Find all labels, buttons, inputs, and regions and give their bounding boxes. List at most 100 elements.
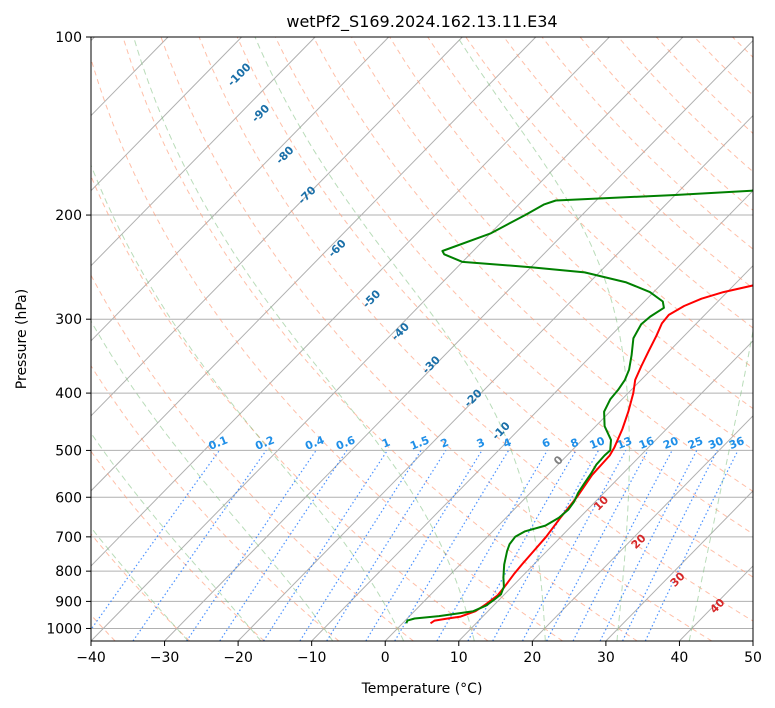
isotherm-line: [752, 640, 753, 641]
x-axis-label: Temperature (°C): [361, 681, 483, 697]
plot-frame: [90, 36, 754, 642]
background-lines: [91, 37, 775, 641]
mixing-ratio-label: 10: [588, 434, 607, 452]
isotherm-line: [679, 565, 753, 641]
dewpoint-profile-line: [405, 189, 753, 624]
adiabat-label: 0: [551, 453, 566, 468]
adiabat-label: -90: [249, 102, 272, 125]
adiabat-label: -20: [462, 386, 485, 409]
y-tick-label: 100: [55, 30, 82, 46]
dry-adiabat-line: [579, 37, 753, 211]
adiabat-label: -50: [360, 287, 383, 310]
adiabat-label: -40: [389, 320, 412, 343]
adiabat-label: 40: [707, 596, 727, 616]
isotherm-line: [91, 37, 316, 267]
adiabat-label: -30: [420, 353, 443, 376]
dry-adiabat-line: [91, 450, 265, 641]
mixing-ratio-label: 16: [637, 434, 656, 452]
x-tick-label: −10: [297, 650, 327, 666]
dry-adiabat-line: [694, 37, 753, 96]
mixing-ratio-line: [186, 450, 317, 641]
dry-adiabat-line: [427, 37, 753, 369]
y-tick-label: 700: [55, 530, 82, 546]
dry-adiabat-line: [312, 37, 753, 492]
dry-adiabat-line: [465, 37, 753, 329]
moist-adiabat-line: [91, 432, 262, 641]
x-tick-label: −20: [223, 650, 253, 666]
y-tick-label: 300: [55, 312, 82, 328]
dry-adiabat-line: [351, 37, 753, 451]
mixing-ratio-line: [436, 450, 548, 641]
isotherm-line: [605, 490, 753, 641]
mixing-ratio-line: [394, 450, 510, 641]
dry-adiabat-line: [122, 37, 638, 641]
mixing-ratio-label: 0.4: [303, 433, 326, 452]
mixing-ratio-label: 0.6: [334, 433, 357, 452]
mixing-ratio-line: [132, 450, 267, 641]
moist-adiabat-line: [91, 163, 405, 641]
mixing-ratio-label: 3: [475, 436, 487, 451]
y-tick-label: 500: [55, 443, 82, 459]
mixing-ratio-line: [599, 450, 698, 641]
mixing-ratio-line: [622, 450, 718, 641]
dry-adiabat-line: [91, 174, 489, 641]
mixing-ratio-line: [521, 450, 627, 641]
dry-adiabat-line: [503, 37, 753, 289]
moist-adiabat-line: [457, 37, 630, 641]
x-tick-label: 10: [450, 650, 468, 666]
y-tick-label: 400: [55, 386, 82, 402]
x-tick-label: 50: [744, 650, 762, 666]
mixing-ratio-label: 2: [439, 436, 451, 451]
isotherm-line: [531, 415, 753, 641]
dry-adiabat-line: [160, 37, 713, 641]
isotherm-line: [164, 39, 753, 641]
mixing-ratio-line: [365, 450, 483, 641]
y-axis: 1000 900 800 700 600 500 400 300 200 100: [46, 30, 91, 637]
mixing-ratio-label: 30: [706, 434, 725, 452]
x-axis: −40 −30 −20 −10 0 10 20 30 40 50: [76, 641, 762, 666]
mixing-ratio-label: 6: [540, 436, 552, 451]
temperature-profile-line: [429, 284, 753, 625]
mixing-ratio-label: 13: [615, 434, 634, 452]
y-tick-label: 900: [55, 594, 82, 610]
dry-adiabat-line: [732, 37, 753, 58]
dry-adiabat-line: [771, 37, 775, 641]
isotherm-line: [91, 37, 242, 192]
moist-adiabat-line: [91, 320, 334, 641]
x-tick-label: −40: [76, 650, 106, 666]
moist-adiabat-line: [688, 328, 753, 641]
mixing-ratio-line: [91, 450, 220, 631]
isotherm-line: [91, 37, 390, 342]
isotherm-line: [91, 37, 463, 417]
isotherm-line: [91, 37, 537, 492]
adiabat-label: -100: [225, 60, 254, 89]
x-tick-label: 30: [597, 650, 615, 666]
isotherm-line: [458, 340, 753, 641]
y-axis-label: Pressure (hPa): [14, 289, 30, 389]
mixing-ratio-line: [262, 450, 388, 641]
mixing-ratio-line: [219, 450, 348, 641]
mixing-ratio-line: [467, 450, 577, 641]
mixing-ratio-label: 8: [569, 436, 581, 451]
adiabat-label: 20: [629, 531, 649, 551]
mixing-ratio-label: 25: [686, 434, 705, 452]
adiabat-label: 10: [591, 493, 611, 513]
mixing-ratio-label: 20: [661, 434, 680, 452]
mixing-ratio-label: 1: [380, 436, 392, 451]
mixing-ratio-line: [299, 450, 422, 641]
dry-adiabat-line: [655, 37, 753, 135]
isotherm-line: [237, 114, 753, 641]
chart-title: wetPf2_S169.2024.162.13.11.E34: [286, 12, 557, 32]
dry-adiabat-line: [91, 57, 563, 641]
gridlines: [91, 37, 753, 641]
x-tick-label: 0: [381, 650, 390, 666]
mixing-ratio-line: [326, 450, 447, 641]
adiabat-label: -60: [326, 237, 349, 260]
y-tick-label: 800: [55, 564, 82, 580]
y-tick-label: 1000: [46, 621, 82, 637]
dry-adiabat-line: [91, 364, 340, 641]
mixing-ratio-line: [492, 450, 600, 641]
dry-adiabat-line: [274, 37, 753, 535]
adiabat-label: -80: [273, 143, 296, 166]
